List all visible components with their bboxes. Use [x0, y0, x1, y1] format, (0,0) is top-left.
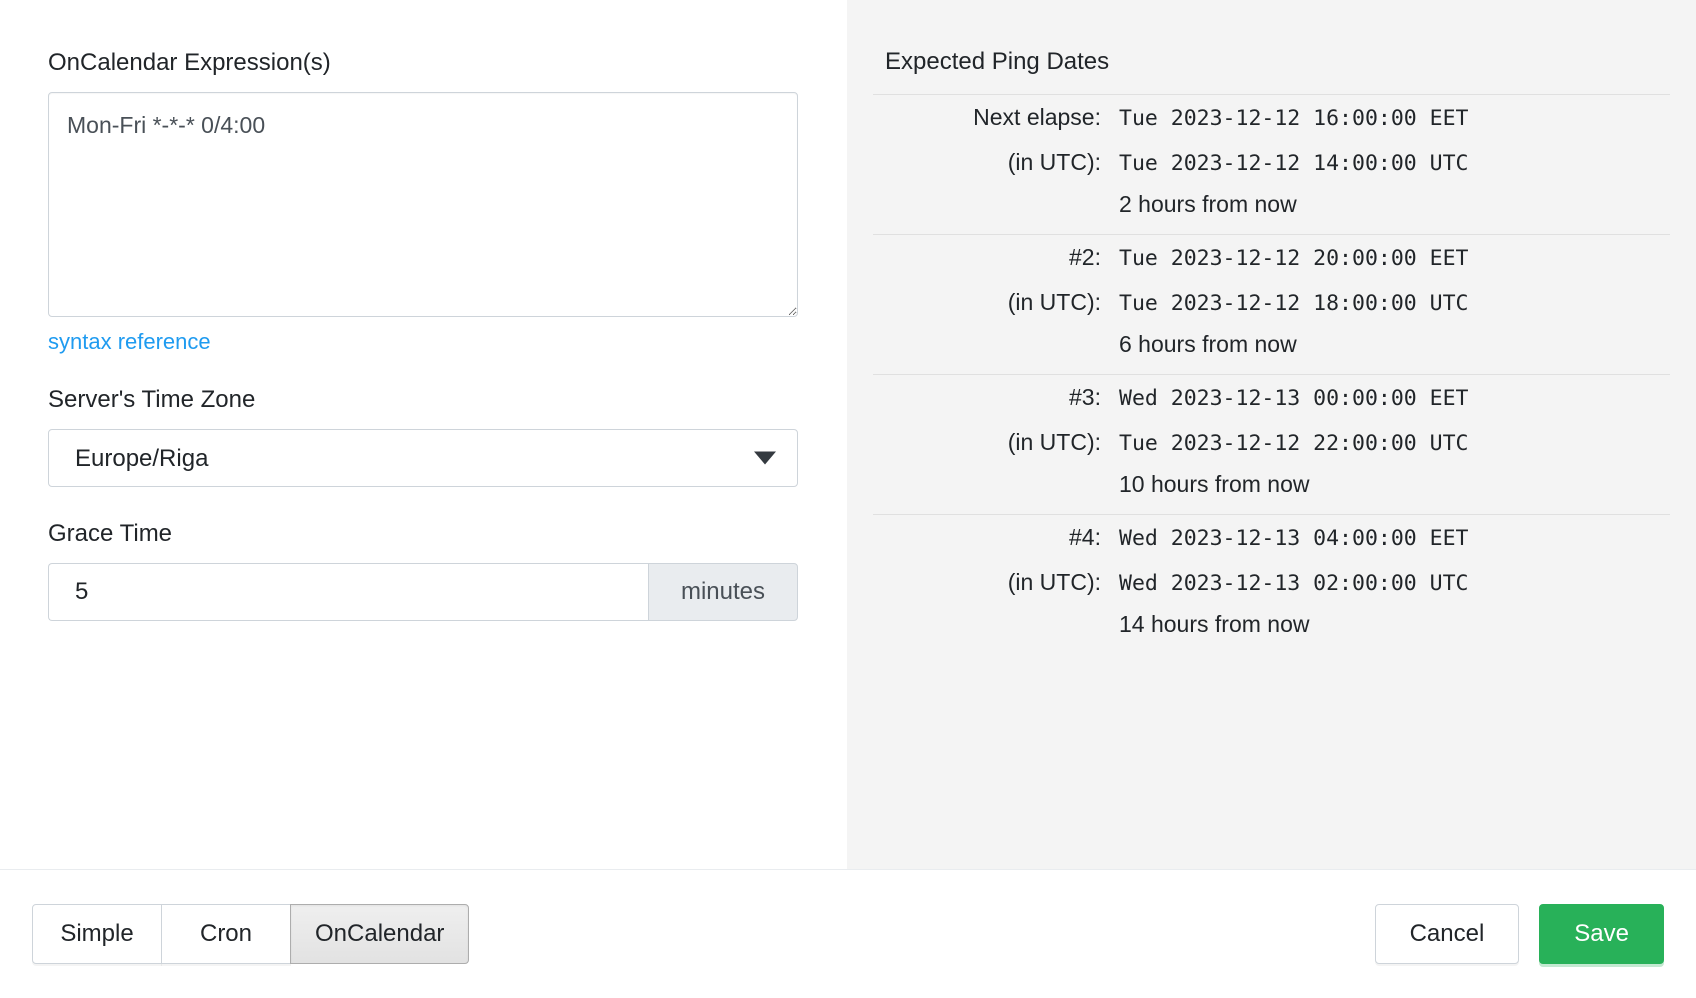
- expected-ping-dates-pane: Expected Ping Dates Next elapse: Tue 202…: [847, 0, 1696, 869]
- spacer: [48, 487, 799, 519]
- grace-time-input-group: minutes: [48, 563, 798, 621]
- ping-entry-utc-label: (in UTC):: [1007, 569, 1101, 595]
- ping-entry-relative-time: 14 hours from now: [1119, 611, 1310, 637]
- ping-entry-utc-datetime: Tue 2023-12-12 14:00:00 UTC: [1119, 151, 1469, 176]
- server-timezone-select[interactable]: Europe/Riga: [48, 429, 798, 487]
- ping-entry-label: #2:: [1069, 244, 1101, 270]
- ping-entry-local-datetime: Tue 2023-12-12 20:00:00 EET: [1119, 246, 1469, 271]
- ping-entry-relative-row: 6 hours from now: [873, 325, 1670, 375]
- ping-entry-relative-time: 2 hours from now: [1119, 191, 1297, 217]
- schedule-mode-button-group: Simple Cron OnCalendar: [32, 904, 470, 964]
- save-button[interactable]: Save: [1539, 904, 1664, 964]
- modal-footer: Simple Cron OnCalendar Cancel Save: [0, 869, 1696, 998]
- ping-entry-label: #3:: [1069, 384, 1101, 410]
- tab-oncalendar[interactable]: OnCalendar: [290, 904, 470, 964]
- ping-entry-utc-datetime: Tue 2023-12-12 22:00:00 UTC: [1119, 431, 1469, 456]
- ping-entry-relative-time: 6 hours from now: [1119, 331, 1297, 357]
- ping-entry-relative-time: 10 hours from now: [1119, 471, 1310, 497]
- ping-entry-relative-spacer: [873, 465, 1119, 515]
- ping-entry-local-row: #3: Wed 2023-12-13 00:00:00 EET: [873, 374, 1670, 421]
- modal-body: OnCalendar Expression(s) Mon-Fri *-*-* 0…: [0, 0, 1696, 869]
- ping-entry-utc-row: (in UTC): Tue 2023-12-12 14:00:00 UTC: [873, 140, 1670, 185]
- expected-ping-dates-title: Expected Ping Dates: [885, 48, 1110, 75]
- ping-entry-local-row: #4: Wed 2023-12-13 04:00:00 EET: [873, 514, 1670, 561]
- ping-entry-utc-datetime: Wed 2023-12-13 02:00:00 UTC: [1119, 571, 1469, 596]
- ping-entry-local-datetime: Wed 2023-12-13 04:00:00 EET: [1119, 526, 1469, 551]
- ping-entry-utc-row: (in UTC): Tue 2023-12-12 18:00:00 UTC: [873, 280, 1670, 325]
- ping-dates-table: Next elapse: Tue 2023-12-12 16:00:00 EET…: [873, 94, 1670, 654]
- tab-cron[interactable]: Cron: [161, 904, 291, 964]
- ping-entry-relative-row: 10 hours from now: [873, 465, 1670, 515]
- ping-entry-local-row: #2: Tue 2023-12-12 20:00:00 EET: [873, 234, 1670, 281]
- ping-entry-relative-row: 14 hours from now: [873, 605, 1670, 654]
- oncalendar-expression-textarea[interactable]: Mon-Fri *-*-* 0/4:00: [48, 92, 798, 317]
- footer-actions: Cancel Save: [1374, 904, 1664, 964]
- ping-entry-local-datetime: Wed 2023-12-13 00:00:00 EET: [1119, 386, 1469, 411]
- ping-entry-utc-label: (in UTC):: [1007, 289, 1101, 315]
- ping-entry-utc-datetime: Tue 2023-12-12 18:00:00 UTC: [1119, 291, 1469, 316]
- ping-entry-relative-row: 2 hours from now: [873, 185, 1670, 235]
- ping-entry-utc-row: (in UTC): Tue 2023-12-12 22:00:00 UTC: [873, 420, 1670, 465]
- ping-entry-utc-label: (in UTC):: [1007, 149, 1101, 175]
- tab-simple[interactable]: Simple: [32, 904, 162, 964]
- server-timezone-label: Server's Time Zone: [48, 386, 256, 413]
- ping-entry-relative-spacer: [873, 605, 1119, 654]
- ping-entry-utc-row: (in UTC): Wed 2023-12-13 02:00:00 UTC: [873, 560, 1670, 605]
- ping-entry-label: #4:: [1069, 524, 1101, 550]
- ping-entry-relative-spacer: [873, 325, 1119, 375]
- ping-entry-label: Next elapse:: [973, 104, 1101, 130]
- oncalendar-expression-label: OnCalendar Expression(s): [48, 49, 331, 76]
- ping-entry-utc-label: (in UTC):: [1007, 429, 1101, 455]
- ping-entry-local-datetime: Tue 2023-12-12 16:00:00 EET: [1119, 106, 1469, 131]
- ping-entry-relative-spacer: [873, 185, 1119, 235]
- ping-entry-local-row: Next elapse: Tue 2023-12-12 16:00:00 EET: [873, 94, 1670, 141]
- grace-time-input[interactable]: [48, 563, 648, 621]
- spacer: [48, 355, 799, 385]
- timezone-select-wrap: Europe/Riga: [48, 429, 798, 487]
- cancel-button[interactable]: Cancel: [1374, 904, 1520, 964]
- grace-time-unit-addon: minutes: [648, 563, 798, 621]
- syntax-reference-link[interactable]: syntax reference: [48, 329, 211, 354]
- schedule-form-pane: OnCalendar Expression(s) Mon-Fri *-*-* 0…: [0, 0, 847, 869]
- grace-time-label: Grace Time: [48, 520, 173, 547]
